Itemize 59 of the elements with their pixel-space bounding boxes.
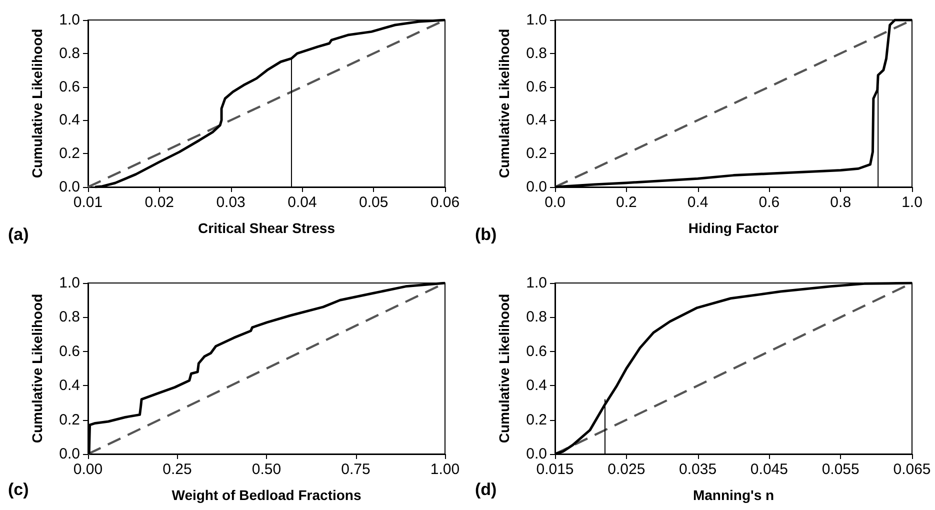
y-tick-label: 0.6 bbox=[59, 78, 80, 96]
y-axis-title: Cumulative Likelihood bbox=[29, 294, 45, 444]
y-tick-label: 0.2 bbox=[59, 145, 80, 162]
x-tick-label: 0.4 bbox=[687, 194, 708, 211]
x-axis-title: Manning's n bbox=[692, 487, 774, 503]
y-tick-label: 0.8 bbox=[59, 44, 80, 62]
x-tick-label: 0.6 bbox=[758, 194, 780, 211]
x-tick-label: 0.50 bbox=[252, 461, 282, 478]
y-tick-label: 0.8 bbox=[526, 308, 547, 326]
y-tick-label: 0.0 bbox=[59, 446, 80, 462]
y-tick-label: 0.2 bbox=[526, 411, 547, 428]
x-tick-label: 0.065 bbox=[893, 461, 931, 478]
x-tick-label: 0.0 bbox=[544, 194, 566, 211]
x-axis-title: Weight of Bedload Fractions bbox=[172, 487, 362, 503]
y-tick-label: 0.2 bbox=[526, 145, 547, 162]
y-tick-label: 0.0 bbox=[526, 178, 547, 196]
y-tick-label: 0.6 bbox=[526, 78, 547, 96]
x-tick-label: 0.02 bbox=[144, 194, 174, 211]
x-tick-label: 0.06 bbox=[430, 194, 460, 211]
y-tick-label: 0.4 bbox=[526, 112, 547, 129]
y-axis-title: Cumulative Likelihood bbox=[496, 294, 512, 444]
x-tick-label: 0.8 bbox=[830, 194, 852, 211]
y-axis-title: Cumulative Likelihood bbox=[496, 28, 512, 178]
x-axis-title: Critical Shear Stress bbox=[198, 220, 336, 236]
text: (b) bbox=[475, 225, 497, 244]
x-tick-label: 0.045 bbox=[750, 461, 788, 478]
x-tick-label: 0.75 bbox=[341, 461, 370, 478]
y-tick-label: 0.4 bbox=[526, 377, 547, 394]
x-axis-title: Hiding Factor bbox=[688, 220, 780, 236]
x-tick-label: 0.03 bbox=[216, 194, 246, 211]
x-tick-label: 0.015 bbox=[536, 461, 574, 478]
x-tick-label: 0.05 bbox=[359, 194, 388, 211]
x-tick-label: 0.04 bbox=[288, 194, 317, 211]
x-tick-label: 1.0 bbox=[902, 194, 922, 211]
y-tick-label: 1.0 bbox=[526, 274, 547, 292]
y-tick-label: 0.4 bbox=[59, 112, 80, 129]
x-tick-label: 0.00 bbox=[73, 461, 103, 478]
y-tick-label: 0.6 bbox=[59, 342, 80, 360]
y-tick-label: 0.8 bbox=[526, 44, 547, 62]
y-axis-title: Cumulative Likelihood bbox=[29, 28, 45, 178]
y-tick-label: 0.0 bbox=[59, 178, 80, 196]
y-tick-label: 1.0 bbox=[59, 274, 80, 292]
y-tick-label: 0.0 bbox=[526, 446, 547, 462]
x-tick-label: 0.25 bbox=[162, 461, 192, 478]
y-tick-label: 1.0 bbox=[526, 12, 547, 28]
x-tick-label: 0.2 bbox=[616, 194, 637, 211]
y-tick-label: 1.0 bbox=[59, 12, 80, 28]
y-tick-label: 0.2 bbox=[59, 411, 80, 428]
x-tick-label: 1.00 bbox=[430, 461, 460, 478]
x-tick-label: 0.035 bbox=[679, 461, 717, 478]
y-tick-label: 0.6 bbox=[526, 342, 547, 360]
x-tick-label: 0.055 bbox=[822, 461, 860, 478]
text: (d) bbox=[475, 480, 497, 499]
x-tick-label: 0.01 bbox=[73, 194, 103, 211]
text: (c) bbox=[8, 480, 29, 499]
text: (a) bbox=[8, 225, 29, 244]
x-tick-label: 0.025 bbox=[608, 461, 646, 478]
y-tick-label: 0.4 bbox=[59, 377, 80, 394]
y-tick-label: 0.8 bbox=[59, 308, 80, 326]
